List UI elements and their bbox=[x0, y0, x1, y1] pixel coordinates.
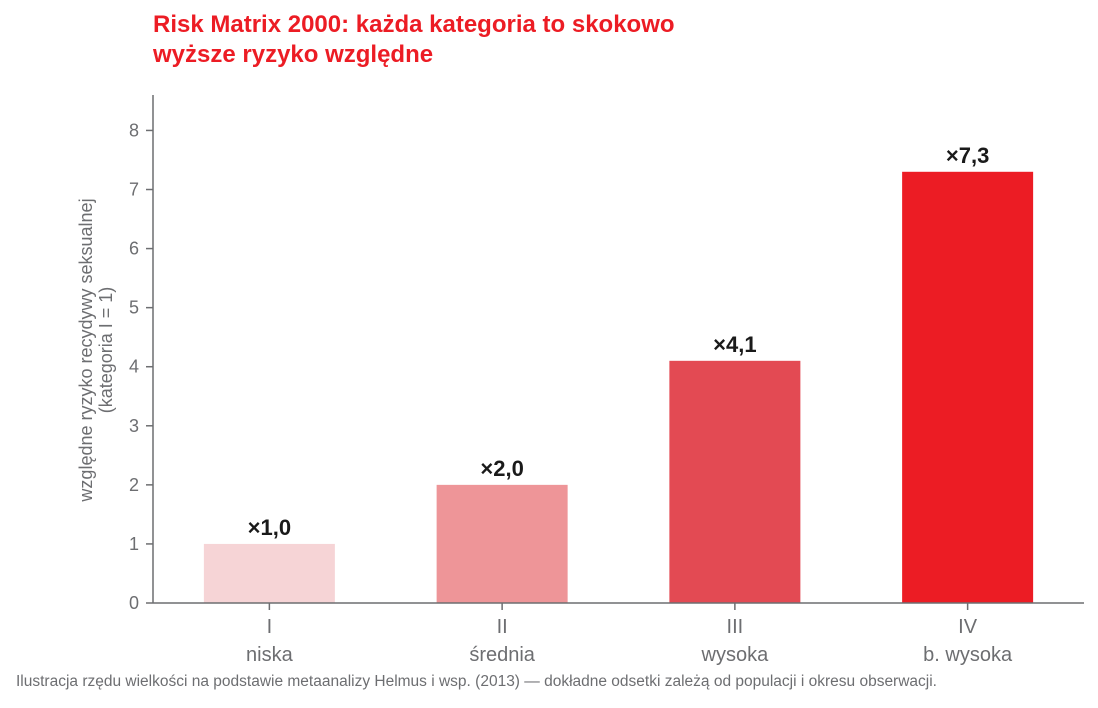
y-axis-title: względne ryzyko recydywy seksualnej (kat… bbox=[76, 198, 116, 502]
bar-II bbox=[436, 484, 568, 603]
x-tick-label-name: średnia bbox=[469, 644, 535, 666]
chart-title-line-1: Risk Matrix 2000: każda kategoria to sko… bbox=[153, 11, 675, 38]
y-tick-label: 1 bbox=[129, 534, 139, 554]
x-tick-label-name: b. wysoka bbox=[923, 644, 1013, 666]
x-tick-label-code: IV bbox=[958, 616, 978, 638]
y-axis-ticks: 0 1 2 3 4 5 6 7 8 bbox=[129, 120, 153, 613]
data-label-IV: ×7,3 bbox=[946, 143, 989, 168]
y-tick-label: 4 bbox=[129, 357, 139, 377]
footnote: Ilustracja rzędu wielkości na podstawie … bbox=[16, 673, 937, 690]
x-tick-label-code: II bbox=[497, 616, 508, 638]
chart-title: Risk Matrix 2000: każda kategoria to sko… bbox=[153, 10, 853, 70]
chart-title-line-2: wyższe ryzyko względne bbox=[153, 41, 434, 68]
data-labels: ×1,0 ×2,0 ×4,1 ×7,3 bbox=[248, 143, 990, 540]
bars bbox=[203, 171, 1034, 603]
bar-I bbox=[203, 543, 335, 603]
y-tick-label: 5 bbox=[129, 298, 139, 318]
y-axis-title-line-1: względne ryzyko recydywy seksualnej bbox=[76, 198, 96, 502]
y-tick-label: 8 bbox=[129, 120, 139, 140]
y-tick-label: 0 bbox=[129, 593, 139, 613]
y-tick-label: 7 bbox=[129, 180, 139, 200]
y-tick-label: 2 bbox=[129, 475, 139, 495]
x-tick-label-name: wysoka bbox=[701, 644, 770, 666]
data-label-I: ×1,0 bbox=[248, 515, 291, 540]
x-tick-label-name: niska bbox=[246, 644, 294, 666]
bar-IV bbox=[902, 171, 1034, 603]
data-label-III: ×4,1 bbox=[713, 332, 756, 357]
bar-III bbox=[669, 360, 801, 603]
y-axis-title-line-2: (kategoria I = 1) bbox=[96, 287, 116, 414]
x-tick-label-code: III bbox=[727, 616, 744, 638]
y-tick-label: 3 bbox=[129, 416, 139, 436]
x-tick-label-code: I bbox=[267, 616, 273, 638]
y-tick-label: 6 bbox=[129, 239, 139, 259]
data-label-II: ×2,0 bbox=[480, 456, 523, 481]
